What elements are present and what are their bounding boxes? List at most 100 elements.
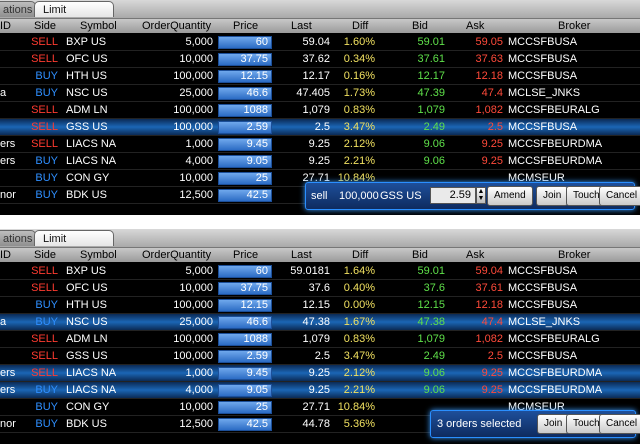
- table-row[interactable]: SELL OFC US 10,000 37.75 37.6 0.40% 37.6 37.61 M…: [0, 280, 640, 297]
- side-cell: BUY: [35, 172, 58, 184]
- qty-cell: 100,000: [173, 121, 213, 133]
- id-cell: nor: [0, 418, 16, 430]
- join-button[interactable]: Join: [537, 414, 570, 434]
- qty-cell: 1,000: [185, 138, 213, 150]
- column-header-bid[interactable]: Bid: [412, 20, 428, 32]
- last-cell: 59.04: [302, 36, 330, 48]
- price-spinner[interactable]: ▲ ▼: [476, 187, 486, 204]
- column-header-diff[interactable]: Diff: [352, 249, 369, 261]
- price-input[interactable]: 2.59: [430, 187, 476, 204]
- side-cell: BUY: [35, 418, 58, 430]
- column-header-broker[interactable]: Broker: [558, 249, 591, 261]
- qty-cell: 10,000: [179, 401, 213, 413]
- column-header-diff[interactable]: Diff: [352, 20, 369, 32]
- cancel-button[interactable]: Cancel: [599, 414, 640, 434]
- price-cell[interactable]: 2.59: [218, 121, 272, 134]
- column-header-ask[interactable]: Ask: [466, 249, 485, 261]
- table-row[interactable]: ers BUY LIACS NA 4,000 9.05 9.25 2.21% 9.06 9.25…: [0, 382, 640, 399]
- spin-up-icon[interactable]: ▲: [477, 188, 485, 195]
- last-cell: 1,079: [302, 104, 330, 116]
- side-cell: BUY: [35, 87, 58, 99]
- tab-limit-monitor[interactable]: Limit Monitor: [34, 1, 114, 32]
- table-row[interactable]: SELL GSS US 100,000 2.59 2.5 3.47% 2.49 2.5 MCCS…: [0, 348, 640, 365]
- side-cell: BUY: [35, 401, 58, 413]
- price-cell[interactable]: 9.05: [218, 155, 272, 168]
- table-row[interactable]: BUY CON GY 10,000 25 27.71 10.84% MCMSEUR: [0, 170, 640, 187]
- column-header-side[interactable]: Side: [34, 20, 57, 32]
- price-cell[interactable]: 9.45: [218, 138, 272, 151]
- column-header-price[interactable]: Price: [233, 249, 259, 261]
- diff-cell: 0.83%: [343, 104, 375, 116]
- price-cell[interactable]: 12.15: [218, 70, 272, 83]
- price-cell[interactable]: 12.15: [218, 299, 272, 312]
- touch-button[interactable]: Touch: [566, 186, 607, 206]
- qty-cell: 5,000: [185, 36, 213, 48]
- table-row[interactable]: SELL BXP US 5,000 60 59.04 1.60% 59.01 59.05 MCC…: [0, 34, 640, 51]
- column-header-orderquantity[interactable]: OrderQuantity: [142, 20, 212, 32]
- side-cell: SELL: [31, 121, 58, 133]
- table-row[interactable]: SELL BXP US 5,000 60 59.0181 1.64% 59.01 59.04 M…: [0, 263, 640, 280]
- price-cell[interactable]: 9.05: [218, 384, 272, 397]
- popup-symbol: GSS US: [380, 190, 422, 202]
- table-row[interactable]: BUY HTH US 100,000 12.15 12.17 0.16% 12.17 12.1…: [0, 68, 640, 85]
- column-header: ID Side Symbol OrderQuantity Price Last Diff Bi…: [0, 19, 640, 33]
- tab-orders[interactable]: ations: [0, 1, 36, 17]
- table-row[interactable]: a BUY NSC US 25,000 46.6 47.405 1.73% 47.39 47.4…: [0, 85, 640, 102]
- bid-cell: 47.39: [417, 87, 445, 99]
- table-row[interactable]: SELL ADM LN 100,000 1088 1,079 0.83% 1,079 1,08…: [0, 102, 640, 119]
- column-header-id[interactable]: ID: [0, 249, 11, 261]
- column-header-id[interactable]: ID: [0, 20, 11, 32]
- tab-orders[interactable]: ations: [0, 230, 36, 246]
- column-header-last[interactable]: Last: [291, 249, 312, 261]
- price-cell[interactable]: 42.5: [218, 189, 272, 202]
- join-button[interactable]: Join: [536, 186, 569, 206]
- price-cell[interactable]: 42.5: [218, 418, 272, 431]
- qty-cell: 25,000: [179, 87, 213, 99]
- table-row[interactable]: ers BUY LIACS NA 4,000 9.05 9.25 2.21% 9.06 9.25…: [0, 153, 640, 170]
- ask-cell: 59.05: [475, 36, 503, 48]
- diff-cell: 0.40%: [343, 282, 375, 294]
- price-cell[interactable]: 25: [218, 172, 272, 185]
- column-header-symbol[interactable]: Symbol: [80, 20, 117, 32]
- price-cell[interactable]: 25: [218, 401, 272, 414]
- table-row[interactable]: ers SELL LIACS NA 1,000 9.45 9.25 2.12% 9.06 9.2…: [0, 136, 640, 153]
- table-row[interactable]: SELL ADM LN 100,000 1088 1,079 0.83% 1,079 1,08…: [0, 331, 640, 348]
- table-row[interactable]: nor BUY BDK US 12,500 42.5 44.78 5.36%: [0, 416, 640, 433]
- price-cell[interactable]: 46.6: [218, 316, 272, 329]
- price-cell[interactable]: 1088: [218, 333, 272, 346]
- price-cell[interactable]: 60: [218, 36, 272, 49]
- price-cell[interactable]: 37.75: [218, 53, 272, 66]
- price-cell[interactable]: 46.6: [218, 87, 272, 100]
- spin-down-icon[interactable]: ▼: [477, 195, 485, 202]
- column-header-symbol[interactable]: Symbol: [80, 249, 117, 261]
- price-cell[interactable]: 9.45: [218, 367, 272, 380]
- column-header: ID Side Symbol OrderQuantity Price Last Diff Bi…: [0, 248, 640, 262]
- price-cell[interactable]: 60: [218, 265, 272, 278]
- column-header-last[interactable]: Last: [291, 20, 312, 32]
- table-row[interactable]: ers SELL LIACS NA 1,000 9.45 9.25 2.12% 9.06 9.2…: [0, 365, 640, 382]
- cancel-button[interactable]: Cancel: [599, 186, 640, 206]
- qty-cell: 10,000: [179, 53, 213, 65]
- last-cell: 59.0181: [290, 265, 330, 277]
- broker-cell: MCLSE_JNKS: [508, 87, 581, 99]
- symbol-cell: BXP US: [66, 265, 107, 277]
- column-header-ask[interactable]: Ask: [466, 20, 485, 32]
- table-row[interactable]: SELL GSS US 100,000 2.59 2.5 3.47% 2.49 2.5 MCCS…: [0, 119, 640, 136]
- table-row[interactable]: a BUY NSC US 25,000 46.6 47.38 1.67% 47.38 47.4 M…: [0, 314, 640, 331]
- side-cell: SELL: [31, 333, 58, 345]
- column-header-side[interactable]: Side: [34, 249, 57, 261]
- amend-button[interactable]: Amend: [487, 186, 533, 206]
- price-cell[interactable]: 2.59: [218, 350, 272, 363]
- tab-limit-monitor[interactable]: Limit Monitor: [34, 230, 114, 261]
- price-cell[interactable]: 1088: [218, 104, 272, 117]
- column-header-orderquantity[interactable]: OrderQuantity: [142, 249, 212, 261]
- column-header-price[interactable]: Price: [233, 20, 259, 32]
- qty-cell: 100,000: [173, 299, 213, 311]
- column-header-bid[interactable]: Bid: [412, 249, 428, 261]
- table-row[interactable]: SELL OFC US 10,000 37.75 37.62 0.34% 37.61 37.6…: [0, 51, 640, 68]
- table-row[interactable]: BUY HTH US 100,000 12.15 12.15 0.00% 12.15 12.1…: [0, 297, 640, 314]
- symbol-cell: LIACS NA: [66, 367, 117, 379]
- price-cell[interactable]: 37.75: [218, 282, 272, 295]
- column-header-broker[interactable]: Broker: [558, 20, 591, 32]
- ask-cell: 2.5: [487, 350, 503, 362]
